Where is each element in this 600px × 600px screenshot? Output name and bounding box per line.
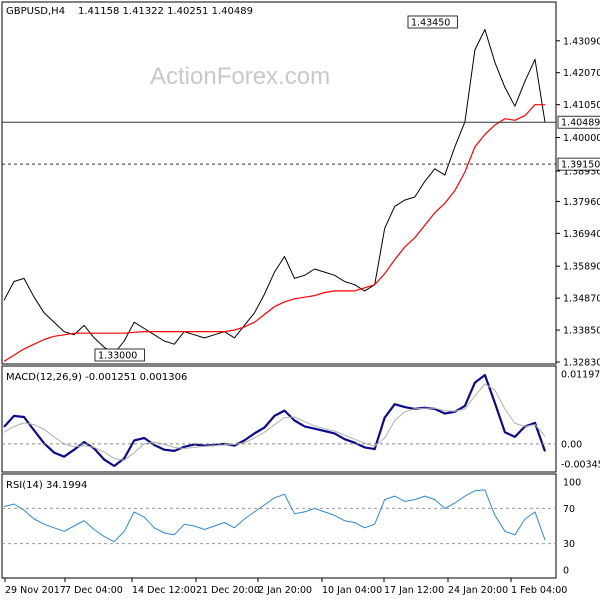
price-ytick-label: 1.33850 bbox=[563, 326, 600, 337]
price-ytick-label: 1.38930 bbox=[563, 167, 600, 178]
price-ytick-label: 1.35890 bbox=[563, 262, 600, 273]
price-series-group bbox=[3, 29, 546, 362]
xtick-label: 17 Jan 12:00 bbox=[384, 585, 444, 596]
low-tag: 1.33000 bbox=[98, 351, 137, 362]
macd-ytick-label: 0.011977 bbox=[561, 370, 600, 381]
price-series-0 bbox=[3, 29, 546, 354]
price-ytick-label: 1.36940 bbox=[563, 229, 600, 240]
xtick-label: 24 Jan 20:00 bbox=[448, 585, 508, 596]
macd-ytick-label: 0.00 bbox=[561, 439, 582, 450]
xtick-label: 2 Jan 20:00 bbox=[258, 585, 312, 596]
macd-series-group bbox=[3, 373, 547, 468]
symbol-label: GBPUSD,H4 bbox=[6, 6, 65, 17]
macd-title: MACD(12,26,9) -0.001251 0.001306 bbox=[6, 372, 187, 383]
watermark: ActionForex.com bbox=[150, 63, 330, 90]
xtick-label: 29 Nov 2017 bbox=[5, 585, 66, 596]
price-ytick-label: 1.40000 bbox=[563, 133, 600, 144]
price-ytick-label: 1.41050 bbox=[563, 100, 600, 111]
rsi-title: RSI(14) 34.1994 bbox=[6, 480, 87, 491]
xtick-label: 14 Dec 12:00 bbox=[132, 585, 196, 596]
rsi-panel bbox=[1, 473, 557, 579]
xtick-label: 1 Feb 04:00 bbox=[511, 585, 567, 596]
ohlc-label: 1.41158 1.41322 1.40251 1.40489 bbox=[78, 6, 253, 17]
axis-ticks: 1.43090 1.42070 1.41050 1.40000 1.38930 1.379… bbox=[2, 15, 600, 596]
price-series-1 bbox=[3, 104, 545, 362]
rsi-ytick-label: 0 bbox=[563, 566, 569, 577]
rsi-series-0 bbox=[3, 489, 546, 543]
rsi-ytick-label: 100 bbox=[563, 478, 581, 489]
rsi-series-group bbox=[3, 489, 546, 543]
low-tag-box bbox=[94, 348, 145, 362]
macd-series-0 bbox=[3, 373, 547, 468]
rsi-ytick-label: 30 bbox=[563, 539, 575, 550]
price-ytick-label: 1.32830 bbox=[563, 358, 600, 369]
price-ytick-label: 1.34870 bbox=[563, 294, 600, 305]
macd-panel bbox=[1, 365, 557, 473]
price-panel bbox=[1, 1, 557, 365]
xtick-label: 21 Dec 20:00 bbox=[196, 585, 260, 596]
price-ytick-label: 1.43090 bbox=[563, 36, 600, 47]
price-ytick-label: 1.42070 bbox=[563, 68, 600, 79]
rsi-ytick-label: 70 bbox=[563, 504, 575, 515]
xtick-label: 10 Jan 04:00 bbox=[322, 585, 382, 596]
xtick-label: 7 Dec 04:00 bbox=[65, 585, 123, 596]
high-tag: 1.43450 bbox=[411, 18, 450, 29]
current-price-tag: 1.40489 bbox=[561, 118, 600, 129]
support-tag-box bbox=[557, 157, 600, 171]
support-tag: 1.39150 bbox=[561, 160, 600, 171]
price-ytick-label: 1.37960 bbox=[563, 197, 600, 208]
macd-series-1 bbox=[3, 383, 546, 461]
macd-ytick-label: -0.003453 bbox=[561, 460, 600, 471]
current-price-tag-box bbox=[557, 115, 600, 129]
high-tag-box bbox=[407, 15, 458, 29]
